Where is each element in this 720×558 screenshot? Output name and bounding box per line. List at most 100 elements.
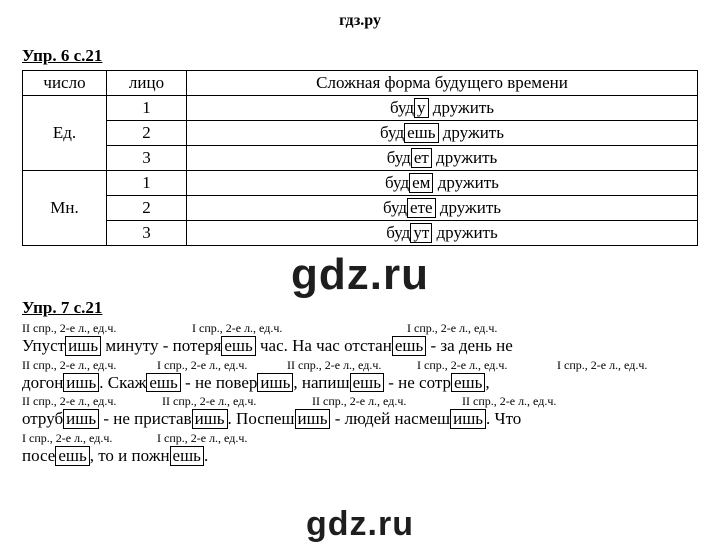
- annot: I спр., 2-е л., ед.ч.: [157, 432, 247, 444]
- annot: I спр., 2-е л., ед.ч.: [22, 432, 157, 444]
- annot: II спр., 2-е л., ед.ч.: [162, 395, 312, 407]
- form-cell: будем дружить: [187, 171, 698, 196]
- face-cell: 1: [107, 96, 187, 121]
- t: - людей насмеш: [330, 409, 450, 428]
- box: ешь: [55, 446, 89, 466]
- form-post: дружить: [433, 173, 498, 192]
- t: ,: [485, 373, 489, 392]
- annot: II спр., 2-е л., ед.ч.: [462, 395, 556, 407]
- form-cell: будет дружить: [187, 146, 698, 171]
- table-row: 2 будешь дружить: [23, 121, 698, 146]
- annot: I спр., 2-е л., ед.ч.: [417, 359, 557, 371]
- annot: I спр., 2-е л., ед.ч.: [157, 359, 287, 371]
- table-row: 3 будут дружить: [23, 221, 698, 246]
- form-cell: будешь дружить: [187, 121, 698, 146]
- face-cell: 3: [107, 221, 187, 246]
- table-row: 3 будет дружить: [23, 146, 698, 171]
- t: . Поспеш: [228, 409, 295, 428]
- t: . Что: [486, 409, 521, 428]
- annot: II спр., 2-е л., ед.ч.: [287, 359, 417, 371]
- form-post: дружить: [432, 148, 497, 167]
- table-row: Мн. 1 будем дружить: [23, 171, 698, 196]
- annot: II спр., 2-е л., ед.ч.: [312, 395, 462, 407]
- t: .: [204, 446, 208, 465]
- form-pre: буд: [387, 148, 411, 167]
- form-cell: будете дружить: [187, 196, 698, 221]
- annot-row: I спр., 2-е л., ед.ч. I спр., 2-е л., ед…: [22, 432, 698, 444]
- form-box: ешь: [404, 123, 438, 143]
- annot: II спр., 2-е л., ед.ч.: [22, 359, 157, 371]
- form-box: ете: [407, 198, 436, 218]
- annot: II спр., 2-е л., ед.ч.: [22, 322, 192, 334]
- form-cell: будут дружить: [187, 221, 698, 246]
- box: ешь: [350, 373, 384, 393]
- t: , то и пожн: [90, 446, 170, 465]
- number-cell: Ед.: [23, 96, 107, 171]
- form-pre: буд: [383, 198, 407, 217]
- t: час. На час отстан: [256, 336, 392, 355]
- form-post: дружить: [439, 123, 504, 142]
- face-cell: 2: [107, 121, 187, 146]
- page-title: гдз.ру: [0, 0, 720, 38]
- box: ишь: [192, 409, 228, 429]
- ex7-heading: Упр. 7 с.21: [22, 298, 698, 318]
- t: - за день не: [426, 336, 513, 355]
- t: - не повер: [181, 373, 258, 392]
- watermark: gdz.ru: [306, 505, 414, 544]
- form-box: у: [414, 98, 429, 118]
- box: ешь: [221, 336, 255, 356]
- face-cell: 3: [107, 146, 187, 171]
- annot: I спр., 2-е л., ед.ч.: [557, 359, 647, 371]
- annot: II спр., 2-е л., ед.ч.: [22, 395, 162, 407]
- annot-row: II спр., 2-е л., ед.ч. II спр., 2-е л., …: [22, 395, 698, 407]
- text-line: догонишь. Скажешь - не поверишь, напишеш…: [22, 371, 698, 396]
- annot-row: II спр., 2-е л., ед.ч. I спр., 2-е л., е…: [22, 322, 698, 334]
- ex7-text: II спр., 2-е л., ед.ч. I спр., 2-е л., е…: [22, 322, 698, 469]
- table-row: Ед. 1 буду дружить: [23, 96, 698, 121]
- box: ешь: [146, 373, 180, 393]
- face-cell: 1: [107, 171, 187, 196]
- t: отруб: [22, 409, 63, 428]
- form-cell: буду дружить: [187, 96, 698, 121]
- form-pre: буд: [380, 123, 404, 142]
- box: ешь: [170, 446, 204, 466]
- t: . Скаж: [99, 373, 146, 392]
- form-box: ем: [409, 173, 433, 193]
- annot-row: II спр., 2-е л., ед.ч. I спр., 2-е л., е…: [22, 359, 698, 371]
- form-post: дружить: [436, 198, 501, 217]
- form-box: ет: [411, 148, 432, 168]
- annot: I спр., 2-е л., ед.ч.: [192, 322, 407, 334]
- box: ишь: [63, 373, 99, 393]
- t: догон: [22, 373, 63, 392]
- th-form: Сложная форма будущего времени: [187, 71, 698, 96]
- content: Упр. 6 с.21 число лицо Сложная форма буд…: [0, 46, 720, 469]
- box: ешь: [451, 373, 485, 393]
- box: ишь: [63, 409, 99, 429]
- t: посе: [22, 446, 55, 465]
- table-row: 2 будете дружить: [23, 196, 698, 221]
- face-cell: 2: [107, 196, 187, 221]
- box: ишь: [257, 373, 293, 393]
- table-header-row: число лицо Сложная форма будущего времен…: [23, 71, 698, 96]
- text-line: посеешь, то и пожнешь.: [22, 444, 698, 469]
- text-line: Упустишь минуту - потеряешь час. На час …: [22, 334, 698, 359]
- box: ишь: [295, 409, 331, 429]
- verb-table: число лицо Сложная форма будущего времен…: [22, 70, 698, 246]
- ex6-heading: Упр. 6 с.21: [22, 46, 698, 66]
- box: ишь: [65, 336, 101, 356]
- number-cell: Мн.: [23, 171, 107, 246]
- t: - не сотр: [384, 373, 451, 392]
- form-post: дружить: [429, 98, 494, 117]
- form-post: дружить: [432, 223, 497, 242]
- form-pre: буд: [386, 223, 410, 242]
- t: Упуст: [22, 336, 65, 355]
- box: ишь: [450, 409, 486, 429]
- t: - не пристав: [99, 409, 192, 428]
- box: ешь: [392, 336, 426, 356]
- form-box: ут: [410, 223, 432, 243]
- t: минуту - потеря: [101, 336, 221, 355]
- form-pre: буд: [385, 173, 409, 192]
- form-pre: буд: [390, 98, 414, 117]
- t: , напиш: [293, 373, 349, 392]
- th-face: лицо: [107, 71, 187, 96]
